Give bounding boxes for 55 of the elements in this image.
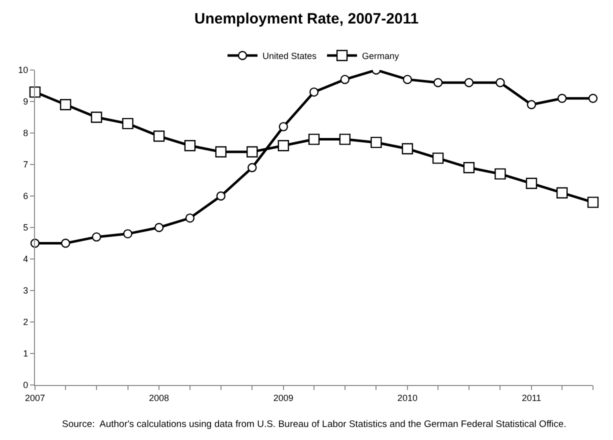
point [556,187,568,198]
point [90,112,102,123]
point [60,99,72,110]
point [185,213,195,223]
point [216,191,226,201]
point [184,140,196,152]
point [463,162,475,174]
point [154,222,164,232]
y-tick-label: 10 [18,65,28,76]
point [309,87,319,97]
x-tick-label: 2011 [522,392,542,403]
point [153,130,165,142]
chart-title: Unemployment Rate, 2007-2011 [194,10,419,28]
point [496,78,505,88]
y-tick-label: 2 [23,317,28,328]
legend-label: Germany [362,51,400,62]
point [340,74,350,84]
point [246,146,258,158]
y-tick-label: 3 [23,286,28,296]
point [402,143,414,154]
y-tick-label: 9 [23,96,28,107]
point [215,146,226,158]
y-tick-label: 6 [23,191,28,202]
point [339,134,351,145]
y-tick-label: 4 [23,254,28,264]
point [526,178,538,189]
y-tick-label: 7 [23,160,28,170]
point [526,100,536,110]
point [464,78,474,88]
point [432,152,444,164]
source-note: Source: Author's calculations using data from U.S. Bureau of Labor Statistics and the German Federal Statistical Office. [62,419,566,430]
point [308,134,320,145]
point [92,232,102,242]
point [494,168,506,180]
point [557,94,567,103]
point [278,122,288,132]
legend-label: United States [262,51,318,62]
point [123,229,132,238]
y-tick-label: 8 [23,128,28,138]
x-tick-label: 2009 [273,392,294,403]
y-tick-label: 5 [23,222,28,233]
point [122,118,134,130]
point [402,74,412,84]
x-tick-label: 2008 [149,392,170,403]
point [60,238,70,248]
y-tick-label: 1 [23,348,28,359]
point [587,196,599,208]
y-tick-label: 0 [23,380,28,390]
point [433,78,443,88]
point [278,140,290,152]
x-tick-label: 2010 [397,392,418,403]
point [248,163,257,172]
point [370,136,382,148]
x-tick-label: 2007 [24,392,46,403]
point [588,94,598,103]
